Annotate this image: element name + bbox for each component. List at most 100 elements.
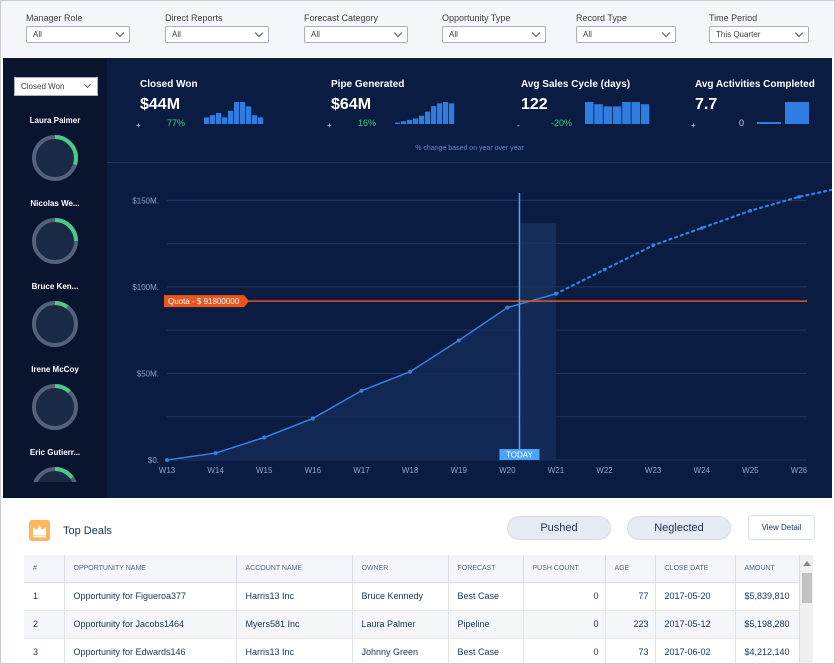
filter-value: All — [311, 30, 320, 39]
column-header[interactable]: CLOSE DATE — [655, 555, 736, 583]
view-detail-button[interactable]: View Detail — [748, 515, 815, 540]
top-deals-title: Top Deals — [63, 525, 112, 537]
column-header[interactable]: PUSH COUNT — [523, 555, 606, 583]
projected-point — [699, 226, 704, 230]
chevron-down-icon — [794, 28, 804, 38]
scroll-thumb[interactable] — [802, 573, 812, 603]
rep-card[interactable]: Eric Gutierr... — [3, 448, 107, 482]
table-scrollbar[interactable] — [799, 555, 813, 663]
kpi-change: -20% — [551, 118, 573, 128]
filter-value: This Quarter — [716, 30, 761, 39]
table-cell: Bruce Kennedy — [352, 582, 449, 611]
table-cell: $5,198,280 — [735, 610, 800, 639]
kpi-bar — [622, 102, 631, 124]
deals-table: # OPPORTUNITY NAME ACCOUNT NAME OWNER FORECA… — [24, 555, 800, 663]
rep-name: Eric Gutierr... — [29, 448, 81, 457]
filter-value: All — [33, 30, 42, 39]
kpi-bar — [204, 117, 210, 124]
actual-point — [262, 435, 267, 440]
x-tick-label: W18 — [402, 466, 419, 475]
kpi-bar — [631, 102, 640, 124]
gauge-progress — [32, 384, 78, 430]
metric-select[interactable]: Closed Won — [14, 77, 98, 96]
table-cell: Pipeline — [448, 610, 524, 639]
column-header[interactable]: OPPORTUNITY NAME — [64, 555, 237, 583]
chevron-down-icon — [115, 28, 125, 38]
x-tick-label: W17 — [353, 466, 370, 475]
kpi-change: 77% — [167, 118, 186, 128]
gauge-progress — [32, 218, 78, 264]
filter-label: Direct Reports — [165, 13, 223, 23]
filter-select[interactable]: All — [304, 26, 408, 43]
actual-area — [167, 293, 556, 460]
kpi-value: 7.7 — [695, 96, 718, 113]
projected-point — [797, 195, 801, 199]
today-label: TODAY — [506, 451, 533, 460]
gauge-progress — [32, 467, 78, 482]
table-cell: $5,839,810 — [735, 582, 800, 611]
filter-label: Time Period — [709, 13, 758, 23]
filter-label: Opportunity Type — [442, 13, 511, 23]
table-row[interactable]: 3 Opportunity for Edwards146 Harris13 Inc J… — [24, 638, 800, 663]
scroll-up-icon[interactable] — [803, 561, 811, 566]
y-tick-label: $150M. — [132, 196, 159, 205]
neglected-pill[interactable]: Neglected — [627, 516, 731, 540]
filter-select[interactable]: All — [442, 26, 546, 43]
rep-card[interactable]: Laura Palmer — [3, 116, 107, 184]
rep-card[interactable]: Bruce Ken... — [3, 282, 107, 350]
filter-select[interactable]: All — [165, 26, 269, 43]
column-header[interactable]: # — [24, 555, 65, 583]
table-cell: 3 — [24, 638, 65, 663]
rep-card[interactable]: Irene McCoy — [3, 365, 107, 433]
table-row[interactable]: 1 Opportunity for Figueroa377 Harris13 Inc… — [24, 582, 800, 611]
forecast-chart: $0. $50M. $100M. $150M. W13 W14 W15 W16 W17 W18 W1… — [132, 188, 832, 475]
kpi-bar — [413, 118, 419, 124]
y-tick-label: $50M. — [137, 369, 159, 378]
kpi-title: Avg Sales Cycle (days) — [521, 79, 631, 90]
column-header[interactable]: FORECAST — [448, 555, 524, 583]
filter-3: Opportunity Type All — [442, 13, 546, 43]
kpi-bar — [395, 122, 401, 124]
filter-select[interactable]: All — [576, 26, 676, 43]
actual-point — [456, 338, 461, 343]
x-tick-label: W19 — [450, 466, 467, 475]
rep-card[interactable]: Nicolas We... — [3, 199, 107, 267]
crown-icon — [29, 520, 50, 541]
table-cell: Opportunity for Edwards146 — [64, 638, 237, 663]
kpi-title: Closed Won — [140, 79, 198, 90]
chevron-down-icon — [661, 28, 671, 38]
kpi-bar — [437, 103, 443, 124]
kpi-bar — [407, 119, 413, 124]
kpi-change-sign: + — [691, 121, 696, 130]
rep-gauge — [32, 384, 78, 430]
table-cell: 2 — [24, 610, 65, 639]
filter-2: Forecast Category All — [304, 13, 408, 43]
table-cell: Johnny Green — [352, 638, 449, 663]
column-header[interactable]: OWNER — [352, 555, 449, 583]
rep-name: Nicolas We... — [30, 199, 80, 208]
table-cell: Opportunity for Figueroa377 — [64, 582, 237, 611]
filter-value: All — [583, 30, 592, 39]
column-header[interactable]: ACCOUNT NAME — [236, 555, 353, 583]
filter-bar: Manager Role All Direct Reports All Forecast… — [1, 1, 834, 57]
kpi-bar — [757, 122, 781, 124]
column-header[interactable]: AMOUNT — [735, 555, 800, 583]
x-tick-label: W13 — [159, 466, 176, 475]
x-tick-label: W22 — [596, 466, 613, 475]
chevron-down-icon — [393, 28, 403, 38]
table-header-row: # OPPORTUNITY NAME ACCOUNT NAME OWNER FORECA… — [24, 555, 800, 583]
table-cell: 0 — [523, 610, 606, 639]
filter-select[interactable]: This Quarter — [709, 26, 809, 43]
pushed-pill[interactable]: Pushed — [507, 516, 611, 540]
filter-1: Direct Reports All — [165, 13, 269, 43]
rep-name: Irene McCoy — [31, 365, 79, 374]
kpi-bar — [419, 115, 425, 124]
filter-select[interactable]: All — [26, 26, 130, 43]
table-cell: Harris13 Inc — [236, 582, 353, 611]
column-header[interactable]: AGE — [605, 555, 656, 583]
table-row[interactable]: 2 Opportunity for Jacobs1464 Myers581 Inc L… — [24, 610, 800, 639]
table-cell: 0 — [523, 638, 606, 663]
kpi-bar — [431, 106, 437, 124]
kpi-card: Pipe Generated $64M +16% — [327, 79, 455, 130]
actual-point — [408, 369, 413, 374]
